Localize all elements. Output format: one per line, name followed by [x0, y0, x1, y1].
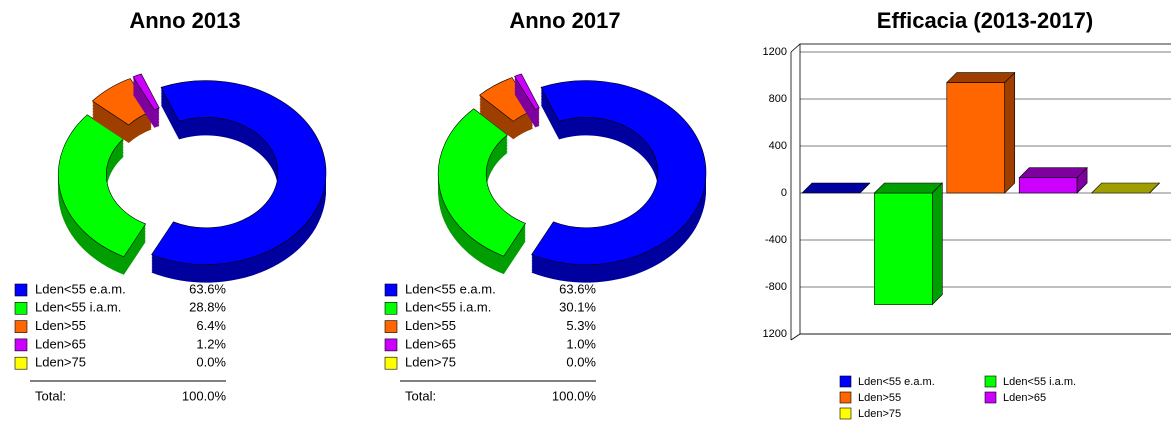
- legend-label: Lden>75: [858, 408, 901, 420]
- slice: [132, 73, 160, 111]
- y-tick-label: -800: [765, 281, 787, 293]
- legend-label: Lden<55 e.a.m.: [858, 376, 935, 388]
- slice: [58, 114, 147, 258]
- legend-swatch: [384, 356, 398, 370]
- bar-top: [873, 182, 944, 194]
- pie-chart: Anno 2013 Lden<55 e.a.m. 63.6% Lden<55 i.a.…: [14, 8, 327, 403]
- total-value: 100.0%: [182, 388, 227, 403]
- bar: [1018, 177, 1078, 194]
- bar: [874, 192, 933, 305]
- bar: [946, 82, 1006, 194]
- chart-title: Anno 2017: [509, 8, 620, 33]
- tick-labels: 1200 800 400 0 -400 -800 -1200: [759, 46, 787, 340]
- legend-swatch: [14, 301, 28, 315]
- value-label: 1.0%: [566, 336, 596, 351]
- slice: [531, 80, 707, 265]
- value-label: 5.3%: [566, 318, 596, 333]
- value-label: 0.0%: [566, 355, 596, 370]
- bar-side: [859, 182, 871, 194]
- total-value: 100.0%: [552, 388, 597, 403]
- axis-edge: [790, 333, 801, 341]
- bar-side: [932, 182, 943, 306]
- bar-top: [1090, 182, 1161, 194]
- legend-label: Lden>65: [1003, 392, 1046, 404]
- legend-swatch: [984, 375, 997, 388]
- bar-side: [1149, 182, 1160, 194]
- legend-swatch: [839, 391, 852, 404]
- value-label: 30.1%: [559, 300, 596, 315]
- legend-label: Lden>55: [35, 318, 86, 333]
- bar-side: [1076, 167, 1088, 194]
- legend-label: Lden>75: [35, 355, 86, 370]
- y-tick-label: 0: [781, 187, 787, 199]
- chart-title: Efficacia (2013-2017): [877, 8, 1093, 33]
- value-label: 63.6%: [559, 281, 596, 296]
- bar-top: [801, 182, 871, 194]
- total-label: Total:: [405, 388, 436, 403]
- legend-swatch: [384, 320, 398, 333]
- legend-swatch: [14, 283, 28, 297]
- legend-label: Lden>75: [405, 355, 456, 370]
- legend-label: Lden<55 i.a.m.: [1003, 376, 1076, 388]
- legend-swatch: [384, 338, 398, 352]
- slice: [514, 73, 540, 110]
- y-tick-label: 800: [769, 93, 787, 105]
- bar-chart: Efficacia (2013-2017) 1200 800 400 0 -400 -800…: [759, 8, 1171, 420]
- legend-swatch: [984, 391, 997, 404]
- legend-label: Lden<55 i.a.m.: [35, 300, 121, 315]
- legend-label: Lden>65: [35, 336, 86, 351]
- value-label: 1.2%: [196, 336, 226, 351]
- legend-label: Lden<55 e.a.m.: [405, 281, 496, 296]
- legend-swatch: [384, 283, 398, 297]
- legend-label: Lden>65: [405, 336, 456, 351]
- legend-label: Lden>55: [405, 318, 456, 333]
- y-tick-label: 400: [769, 140, 787, 152]
- pie-chart: Anno 2017 Lden<55 e.a.m. 63.6% Lden<55 i.a.…: [384, 8, 707, 403]
- y-tick-label: -400: [765, 234, 787, 246]
- bar-side: [1004, 71, 1016, 194]
- legend-swatch: [14, 338, 28, 352]
- y-tick-label: 1200: [763, 46, 787, 58]
- legend-swatch: [384, 301, 398, 315]
- bar-top: [946, 72, 1016, 83]
- axis-edge: [790, 43, 801, 53]
- legend-swatch: [839, 407, 852, 420]
- y-tick-label: -1200: [759, 328, 787, 340]
- slice: [151, 80, 327, 265]
- value-label: 0.0%: [196, 355, 226, 370]
- slice: [437, 108, 526, 257]
- chart-title: Anno 2013: [129, 8, 240, 33]
- value-label: 6.4%: [196, 318, 226, 333]
- legend-label: Lden<55 i.a.m.: [405, 300, 491, 315]
- legend-swatch: [839, 375, 852, 388]
- total-label: Total:: [35, 388, 66, 403]
- value-label: 28.8%: [189, 300, 226, 315]
- legend-swatch: [14, 320, 28, 333]
- bar-top: [1018, 167, 1088, 179]
- legend-label: Lden>55: [858, 392, 901, 404]
- legend-label: Lden<55 e.a.m.: [35, 281, 126, 296]
- value-label: 63.6%: [189, 281, 226, 296]
- legend-swatch: [14, 356, 28, 370]
